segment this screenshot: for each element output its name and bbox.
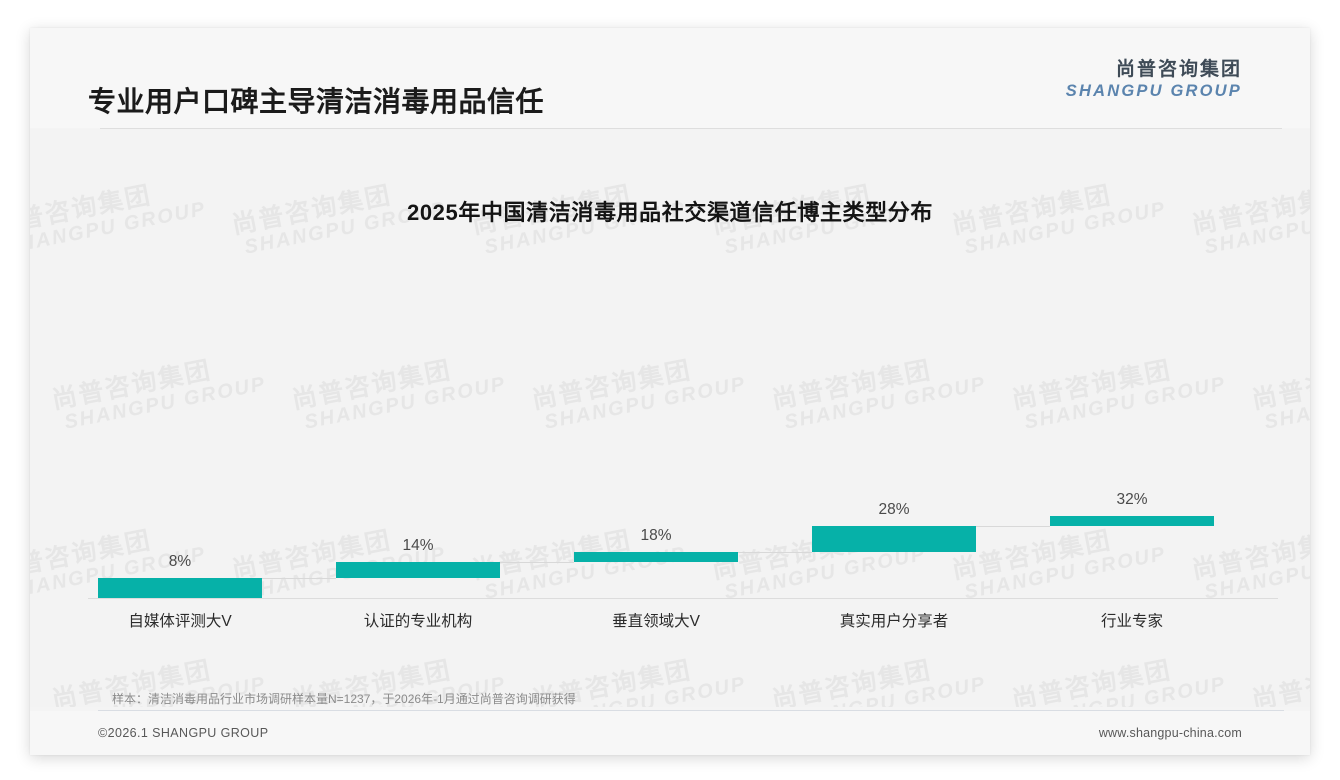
chart-bar [574, 552, 738, 562]
copyright-text: ©2026.1 SHANGPU GROUP [98, 726, 269, 740]
bar-value-label: 28% [878, 501, 910, 518]
bar-value-label: 32% [1116, 491, 1148, 508]
header-divider [100, 128, 1282, 129]
brand-logo: 尚普咨询集团 SHANGPU GROUP [1065, 59, 1242, 100]
chart-bar [336, 562, 500, 578]
sample-note: 样本：清洁消毒用品行业市场调研样本量N=1237，于2026年-1月通过尚普咨询… [112, 692, 576, 706]
bar-value-label: 18% [640, 527, 672, 544]
brand-logo-english: SHANGPU GROUP [1065, 81, 1242, 100]
slide-card: 专业用户口碑主导清洁消毒用品信任 尚普咨询集团 SHANGPU GROUP 尚普… [30, 28, 1310, 755]
chart-title: 2025年中国清洁消毒用品社交渠道信任博主类型分布 [407, 200, 933, 225]
waterfall-connector [262, 578, 336, 579]
chart-bar [98, 578, 262, 598]
waterfall-connector [738, 552, 812, 553]
slide-body: 尚普咨询集团 SHANGPU GROUP 尚普咨询集团 SHANGPU GROUP 尚普… [30, 129, 1310, 707]
x-axis-baseline [88, 598, 1278, 599]
category-label: 行业专家 [1100, 613, 1163, 630]
chart-bar [812, 526, 976, 552]
bar-value-label: 8% [168, 553, 192, 570]
footnote-divider [98, 710, 1284, 711]
chart-bar [1050, 516, 1214, 526]
category-label: 自媒体评测大V [128, 613, 232, 630]
website-link[interactable]: www.shangpu-china.com [1098, 726, 1242, 740]
slide-footer: ©2026.1 SHANGPU GROUP www.shangpu-china.… [30, 711, 1310, 755]
bar-value-label: 14% [402, 537, 434, 554]
waterfall-chart: 8% 自媒体评测大V 14% 认证的专业机构 18% 垂直领域大V 28% 真实用户分享者 32… [30, 129, 1310, 707]
waterfall-connector [976, 526, 1050, 527]
waterfall-connector [500, 562, 574, 563]
brand-logo-chinese: 尚普咨询集团 [1115, 59, 1242, 80]
category-label: 垂直领域大V [612, 613, 700, 630]
category-label: 认证的专业机构 [363, 613, 473, 630]
slide-header: 专业用户口碑主导清洁消毒用品信任 尚普咨询集团 SHANGPU GROUP [30, 28, 1310, 128]
page-title: 专业用户口碑主导清洁消毒用品信任 [88, 86, 545, 117]
category-label: 真实用户分享者 [839, 613, 949, 630]
